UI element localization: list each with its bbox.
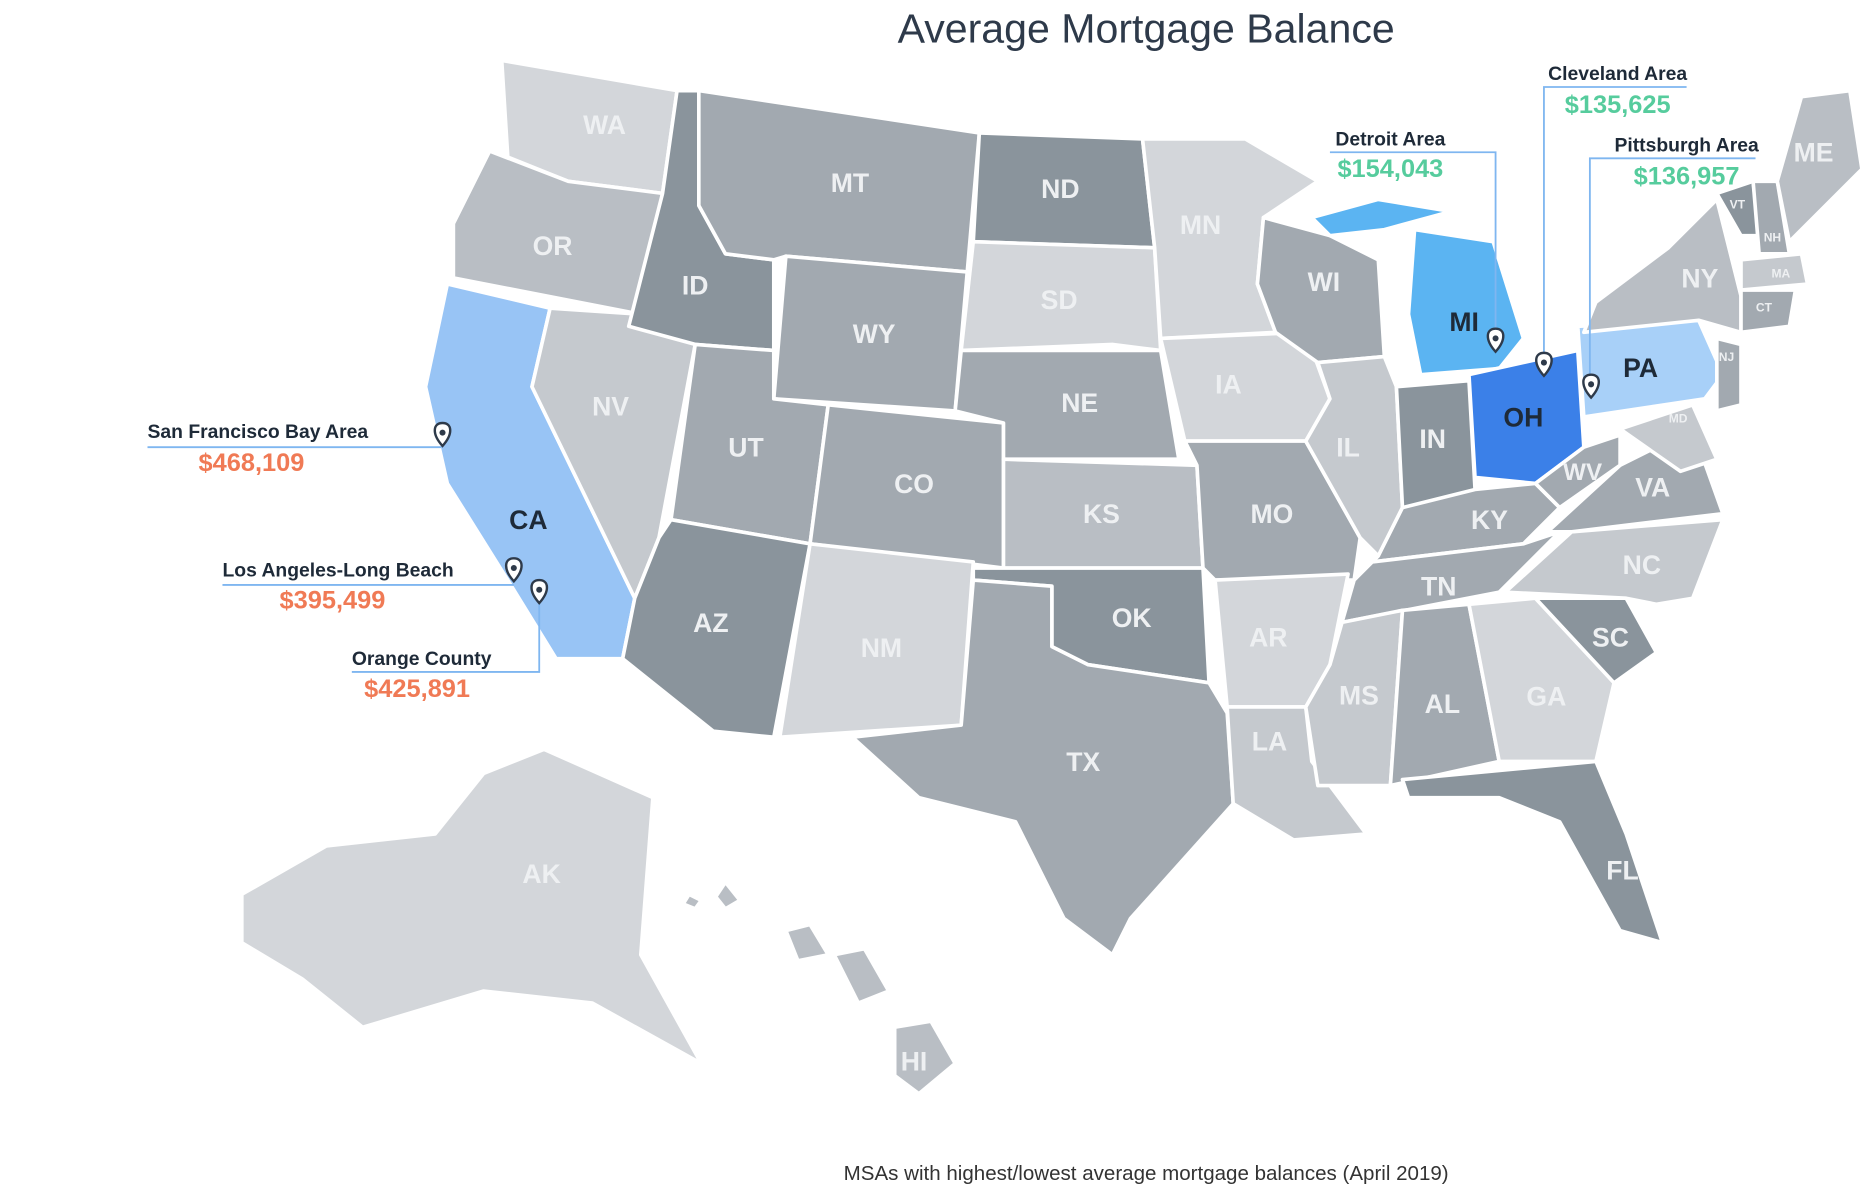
- callout-value: $425,891: [364, 675, 470, 703]
- state-shape: [1775, 88, 1864, 244]
- state-label: SC: [1592, 622, 1629, 652]
- leader-line: [1588, 157, 1756, 385]
- state-label: MA: [1772, 267, 1791, 281]
- pin-dot: [1588, 381, 1595, 388]
- callout-value: $468,109: [199, 449, 305, 477]
- state-shape: [1715, 336, 1743, 413]
- pin-dot: [1492, 335, 1499, 342]
- state-shape: [1739, 251, 1810, 292]
- state-shape: [681, 892, 704, 911]
- state-shape: [784, 922, 831, 963]
- state-label: KS: [1083, 499, 1120, 529]
- state-label: MI: [1449, 307, 1479, 337]
- state-shape: [1400, 759, 1665, 945]
- state-label: NM: [861, 633, 902, 663]
- state-label: WA: [583, 110, 626, 140]
- state-shape: [1406, 227, 1526, 377]
- state-label: TX: [1066, 747, 1100, 777]
- state-label: NH: [1764, 230, 1781, 244]
- state-shape: [832, 946, 891, 1005]
- state-label: IN: [1419, 424, 1446, 454]
- state-shape: [850, 578, 1236, 957]
- state-label: IA: [1215, 370, 1242, 400]
- state-label: OH: [1503, 402, 1543, 432]
- state-label: WY: [853, 319, 896, 349]
- state-label: OR: [533, 231, 573, 261]
- pin-dot: [1540, 359, 1547, 366]
- state-label: NV: [592, 392, 629, 422]
- title: Average Mortgage Balance: [898, 5, 1395, 51]
- callout-value: $154,043: [1337, 155, 1443, 183]
- callout-value: $395,499: [280, 587, 386, 615]
- state-label: UT: [728, 433, 763, 463]
- state-shape: [1618, 403, 1719, 474]
- state-shape: [892, 1019, 957, 1096]
- state-label: MO: [1250, 499, 1293, 529]
- state-label: NY: [1681, 263, 1718, 293]
- state-shape: [1533, 433, 1622, 510]
- callout-area: San Francisco Bay Area: [148, 421, 369, 443]
- state-shape: [1340, 529, 1562, 625]
- state-label: WV: [1563, 459, 1602, 486]
- state-shape: [1503, 517, 1725, 607]
- callout-value: $135,625: [1565, 91, 1671, 119]
- states: [239, 58, 1864, 1096]
- state-label: LA: [1252, 726, 1287, 756]
- footnote: MSAs with highest/lowest average mortgag…: [844, 1162, 1449, 1185]
- state-shape: [1467, 596, 1616, 764]
- leader-line: [351, 594, 541, 673]
- state-label: ID: [682, 271, 709, 301]
- state-shape: [959, 239, 1163, 353]
- state-label: WI: [1308, 267, 1340, 297]
- state-label: MN: [1180, 210, 1221, 240]
- state-label: ND: [1041, 174, 1079, 204]
- state-label: AL: [1425, 689, 1460, 719]
- state-label: MT: [831, 168, 869, 198]
- callout-area: Orange County: [352, 648, 492, 670]
- callout-area: Los Angeles-Long Beach: [222, 560, 453, 582]
- state-labels: WA OR CA NV ID MT WY UT CO AZ NM ND SD NE KS OK TX MN IA MO…: [509, 110, 1833, 1077]
- callout-area: Pittsburgh Area: [1614, 134, 1759, 156]
- leader-line: [1329, 151, 1497, 339]
- state-label: VA: [1635, 472, 1670, 502]
- state-shape: [239, 747, 704, 1066]
- state-shape: [1370, 481, 1562, 564]
- state-label: PA: [1623, 353, 1658, 383]
- pin-dot: [510, 564, 517, 572]
- state-label: AR: [1249, 622, 1287, 652]
- state-shape: [1309, 197, 1453, 238]
- state-label: CA: [509, 505, 547, 535]
- callout-area: Cleveland Area: [1548, 63, 1687, 85]
- state-label: OK: [1112, 603, 1152, 633]
- callout-area: Detroit Area: [1335, 128, 1445, 150]
- state-label: IL: [1336, 433, 1360, 463]
- state-label: TN: [1421, 572, 1456, 602]
- state-label: NC: [1623, 550, 1661, 580]
- state-label: NE: [1061, 388, 1098, 418]
- pin-dot: [536, 586, 543, 593]
- state-shape: [1739, 288, 1798, 335]
- state-label: SD: [1041, 285, 1078, 315]
- state-label: MD: [1669, 412, 1688, 426]
- callouts: San Francisco Bay Area $468,109 Los Angele…: [147, 63, 1759, 703]
- state-label: NJ: [1719, 350, 1734, 364]
- state-label: MS: [1339, 680, 1379, 710]
- leader-line: [1543, 86, 1687, 363]
- state-label: CT: [1756, 300, 1773, 314]
- callout-value: $136,957: [1634, 162, 1740, 190]
- state-label: VT: [1730, 198, 1746, 212]
- pin-dot: [439, 429, 446, 436]
- state-label: KY: [1471, 505, 1508, 535]
- state-label: AZ: [693, 608, 728, 638]
- state-label: ME: [1794, 138, 1834, 168]
- state-label: CO: [894, 469, 934, 499]
- state-shape: [713, 880, 742, 911]
- state-label: GA: [1526, 682, 1566, 712]
- state-label: HI: [901, 1047, 928, 1077]
- state-label: FL: [1606, 856, 1638, 886]
- state-label: AK: [522, 859, 560, 889]
